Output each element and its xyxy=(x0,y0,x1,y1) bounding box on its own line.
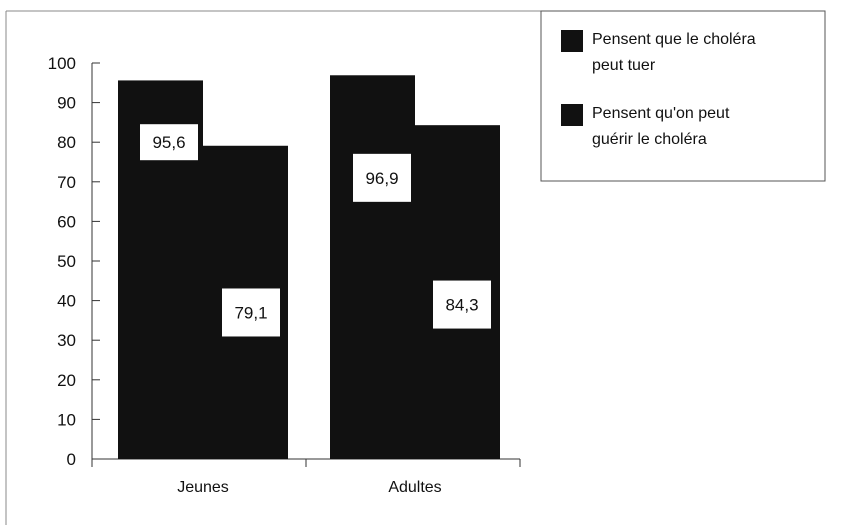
y-tick-label: 20 xyxy=(57,371,76,390)
data-label: 84,3 xyxy=(445,296,478,315)
data-label-box xyxy=(140,124,198,161)
legend-label: Pensent qu'on peut xyxy=(592,105,730,122)
data-label-box xyxy=(353,153,411,202)
y-tick-label: 90 xyxy=(57,94,76,113)
data-label: 95,6 xyxy=(152,133,185,152)
y-tick-label: 80 xyxy=(57,133,76,152)
data-label-box xyxy=(433,280,491,329)
bar xyxy=(330,75,415,459)
y-tick-label: 70 xyxy=(57,173,76,192)
y-tick-label: 0 xyxy=(67,450,76,469)
y-tick-label: 60 xyxy=(57,212,76,231)
data-label: 79,1 xyxy=(234,303,267,322)
data-label: 96,9 xyxy=(365,169,398,188)
legend-label: guérir le choléra xyxy=(592,131,707,148)
data-label-box xyxy=(222,288,280,337)
y-tick-label: 10 xyxy=(57,410,76,429)
legend-swatch xyxy=(561,30,583,52)
legend-label: peut tuer xyxy=(592,57,656,74)
legend-label: Pensent que le choléra xyxy=(592,31,756,48)
legend-box xyxy=(540,10,826,182)
x-category-label: Jeunes xyxy=(177,479,229,496)
y-tick-label: 40 xyxy=(57,292,76,311)
y-tick-label: 50 xyxy=(57,252,76,271)
legend-swatch xyxy=(561,104,583,126)
y-tick-label: 100 xyxy=(48,54,76,73)
y-tick-label: 30 xyxy=(57,331,76,350)
x-category-label: Adultes xyxy=(388,479,441,496)
